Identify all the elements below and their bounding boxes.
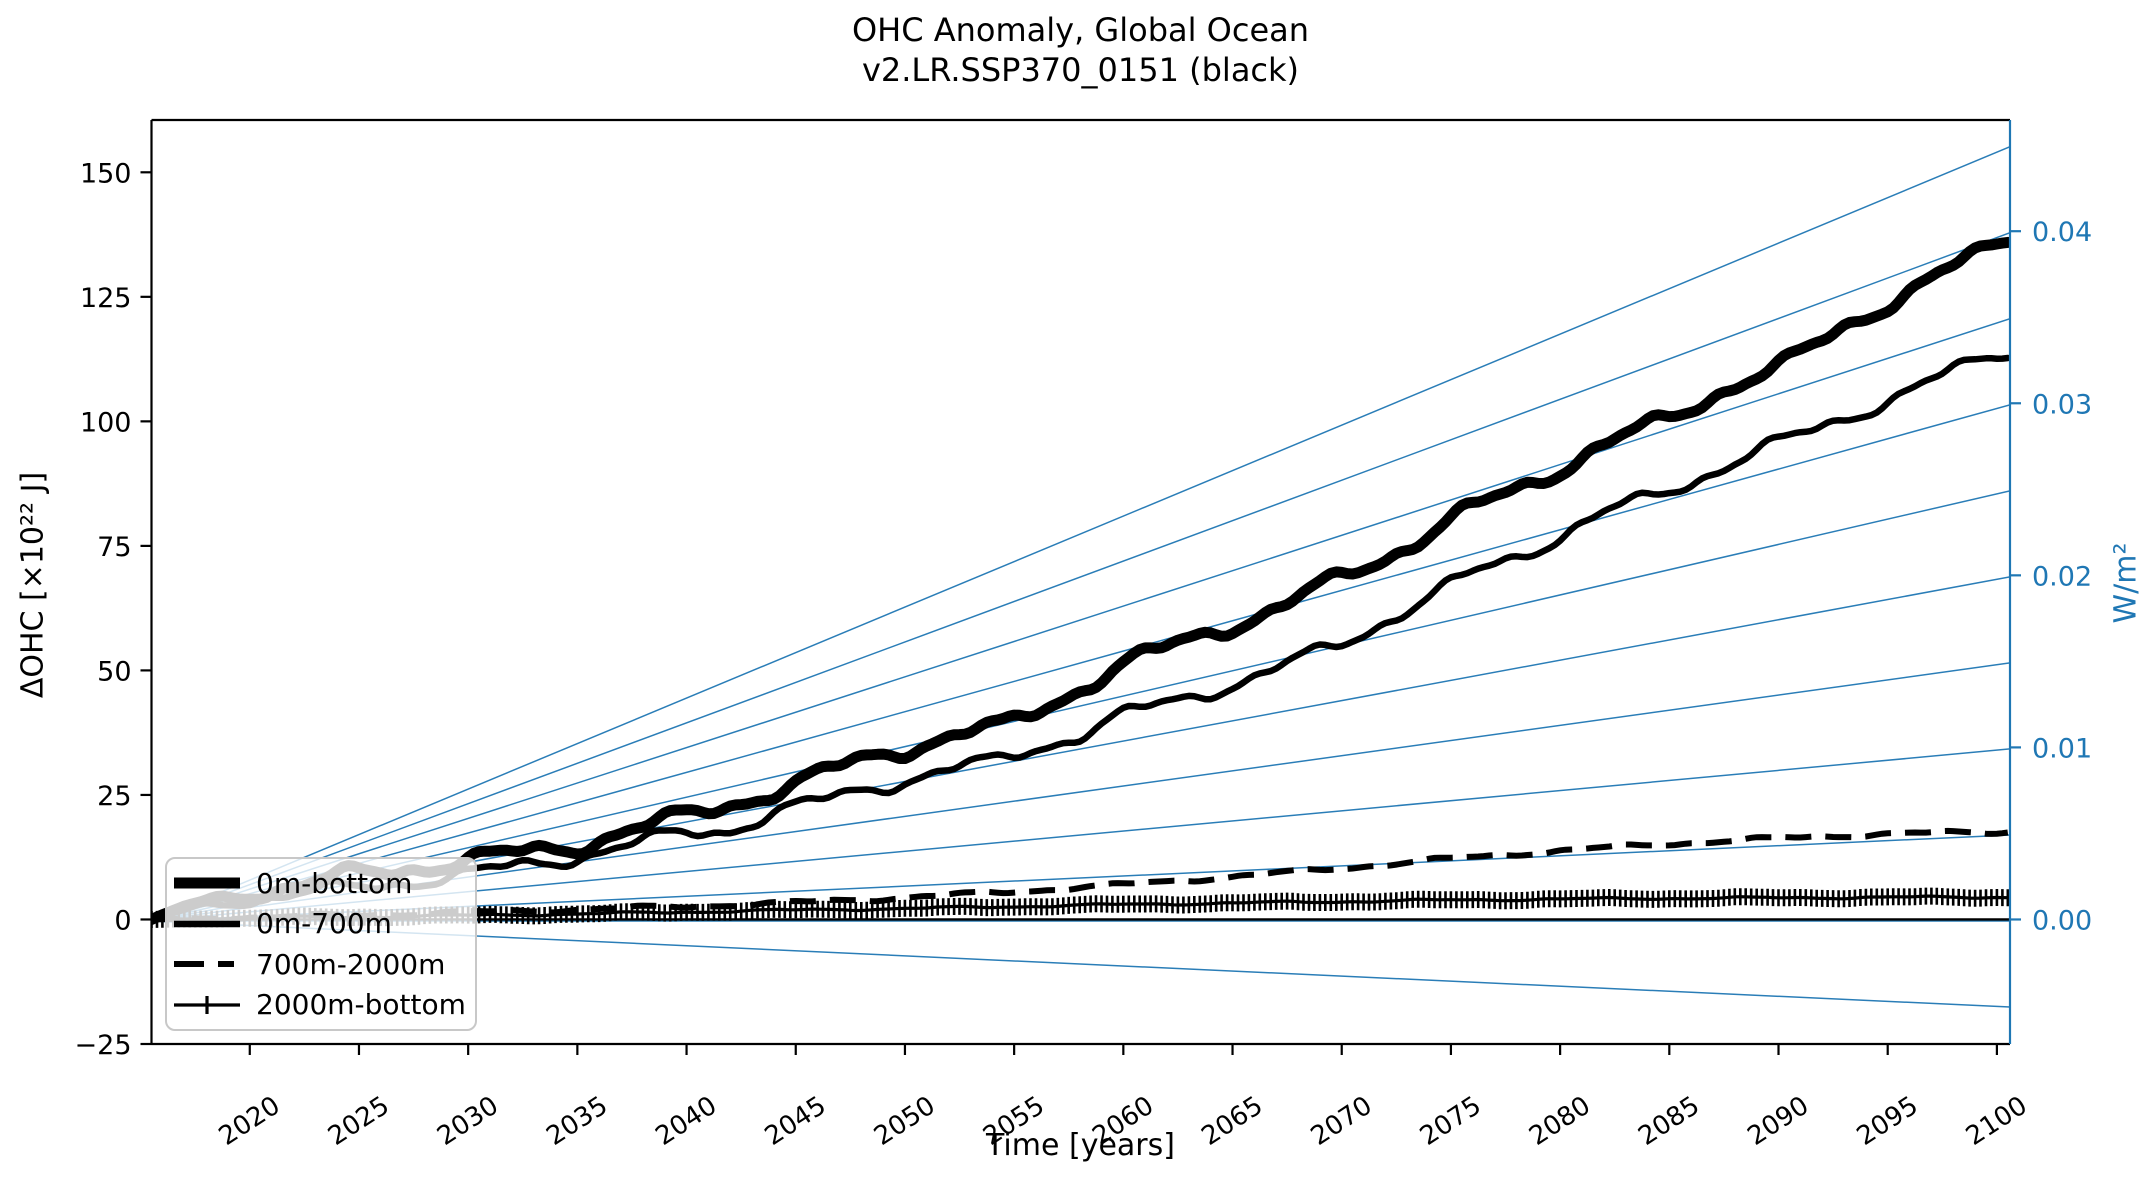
legend-label: 0m-bottom	[256, 866, 413, 900]
legend-line-sample-dashed	[174, 961, 240, 968]
legend-label: 0m-700m	[256, 907, 392, 941]
y-tick-label-left: 0	[114, 905, 131, 936]
y-tick-label-left: 50	[97, 656, 131, 687]
x-axis-label: Time [years]	[986, 1128, 1175, 1163]
y-tick-label-left: 150	[80, 158, 132, 189]
y-tick-label-left: 75	[97, 532, 131, 563]
legend-line-sample-solid	[174, 920, 240, 927]
legend-line-sample-thick	[174, 877, 240, 889]
y-tick-label-right: 0.03	[2032, 389, 2092, 420]
chart-title-line2: v2.LR.SSP370_0151 (black)	[861, 51, 1300, 89]
data-series	[151, 236, 2010, 928]
legend-item-0m-700m: 0m-700m	[171, 904, 473, 945]
y-axis-label-right: W/m²	[2108, 542, 2144, 624]
y-axis-right: 0.00 0.01 0.02 0.03 0.04	[2010, 217, 2092, 936]
legend-line-sample-plus-marker	[174, 995, 240, 1014]
y-axis-label-left: ΔOHC [×10²² J]	[15, 471, 51, 699]
legend-item-700m-2000m: 700m-2000m	[171, 944, 473, 985]
y-tick-label-left: −25	[75, 1030, 132, 1061]
legend-item-0m-bottom: 0m-bottom	[171, 863, 473, 904]
y-axis-left: 150 125 100 75 50 25 0 −25	[75, 158, 152, 1061]
legend-label: 700m-2000m	[256, 947, 446, 981]
legend: 0m-bottom 0m-700m 700m-2000m 2000m-botto…	[165, 857, 477, 1031]
legend-label: 2000m-bottom	[256, 988, 466, 1022]
series-700m-2000m	[151, 827, 2009, 923]
y-tick-label-left: 25	[97, 781, 131, 812]
y-tick-label-left: 125	[80, 283, 132, 314]
y-tick-label-left: 100	[80, 407, 132, 438]
y-tick-label-right: 0.00	[2032, 905, 2092, 936]
axes-spines	[150, 118, 2012, 1046]
chart-title-line1: OHC Anomaly, Global Ocean	[851, 11, 1310, 49]
y-tick-label-right: 0.02	[2032, 561, 2092, 592]
y-tick-label-right: 0.01	[2032, 733, 2092, 764]
y-tick-label-right: 0.04	[2032, 217, 2092, 248]
legend-item-2000m-bottom: 2000m-bottom	[171, 985, 473, 1026]
